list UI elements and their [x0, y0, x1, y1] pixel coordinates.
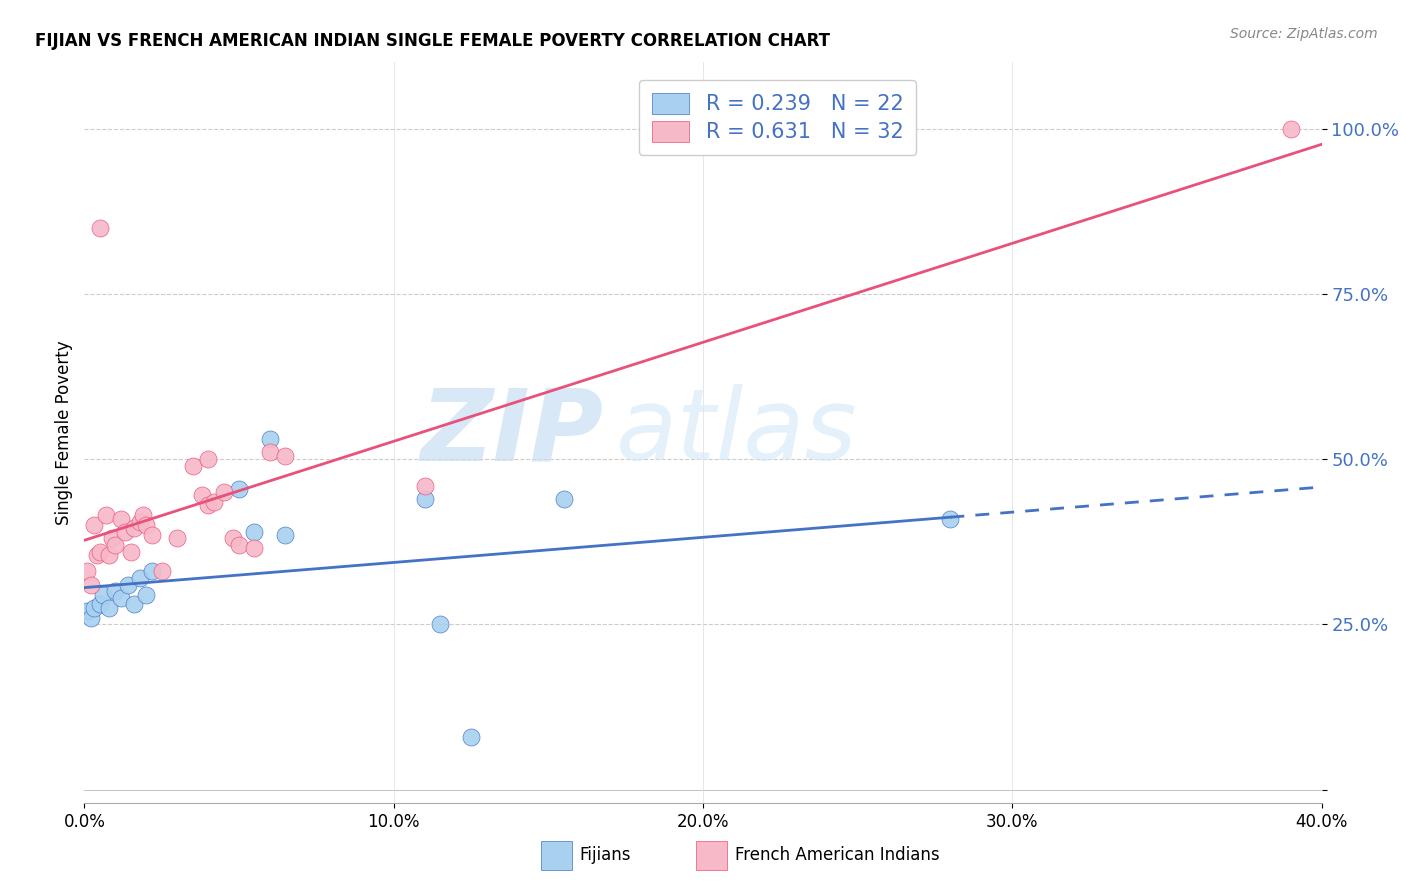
- Point: [91, 588, 114, 602]
- Point: [98, 548, 121, 562]
- Text: FIJIAN VS FRENCH AMERICAN INDIAN SINGLE FEMALE POVERTY CORRELATION CHART: FIJIAN VS FRENCH AMERICAN INDIAN SINGLE …: [35, 32, 830, 50]
- Point: [122, 521, 145, 535]
- Point: [76, 565, 98, 579]
- Point: [135, 518, 157, 533]
- Point: [83, 518, 105, 533]
- Text: French American Indians: French American Indians: [735, 847, 941, 864]
- Point: [228, 538, 250, 552]
- Point: [191, 488, 214, 502]
- Point: [110, 591, 132, 605]
- Text: Source: ZipAtlas.com: Source: ZipAtlas.com: [1230, 27, 1378, 41]
- Text: ZIP: ZIP: [420, 384, 605, 481]
- Point: [76, 604, 98, 618]
- Point: [101, 532, 124, 546]
- Point: [243, 541, 266, 556]
- Point: [259, 445, 281, 459]
- Legend: R = 0.239   N = 22, R = 0.631   N = 32: R = 0.239 N = 22, R = 0.631 N = 32: [640, 80, 917, 155]
- Point: [94, 508, 117, 523]
- Point: [89, 544, 111, 558]
- Point: [104, 584, 127, 599]
- Point: [132, 508, 155, 523]
- Text: atlas: atlas: [616, 384, 858, 481]
- Point: [197, 499, 219, 513]
- Point: [553, 491, 575, 506]
- Point: [135, 588, 157, 602]
- Point: [197, 452, 219, 467]
- Point: [460, 730, 482, 744]
- Point: [89, 598, 111, 612]
- Point: [1279, 121, 1302, 136]
- Point: [274, 449, 297, 463]
- Point: [114, 524, 136, 539]
- Point: [117, 577, 139, 591]
- Point: [181, 458, 204, 473]
- Point: [141, 528, 163, 542]
- Point: [86, 548, 108, 562]
- Point: [228, 482, 250, 496]
- Point: [222, 532, 245, 546]
- Point: [89, 220, 111, 235]
- Point: [79, 577, 101, 591]
- Point: [259, 432, 281, 446]
- Text: Fijians: Fijians: [579, 847, 631, 864]
- Point: [104, 538, 127, 552]
- Point: [150, 565, 173, 579]
- Point: [122, 598, 145, 612]
- Point: [939, 511, 962, 525]
- Point: [202, 495, 225, 509]
- Point: [413, 478, 436, 492]
- Point: [429, 617, 451, 632]
- Point: [166, 532, 188, 546]
- Point: [110, 511, 132, 525]
- Point: [120, 544, 142, 558]
- Point: [129, 571, 152, 585]
- Point: [212, 485, 235, 500]
- Point: [83, 600, 105, 615]
- Y-axis label: Single Female Poverty: Single Female Poverty: [55, 341, 73, 524]
- Point: [274, 528, 297, 542]
- Point: [79, 611, 101, 625]
- Point: [243, 524, 266, 539]
- Point: [129, 515, 152, 529]
- Point: [141, 565, 163, 579]
- Point: [98, 600, 121, 615]
- Point: [413, 491, 436, 506]
